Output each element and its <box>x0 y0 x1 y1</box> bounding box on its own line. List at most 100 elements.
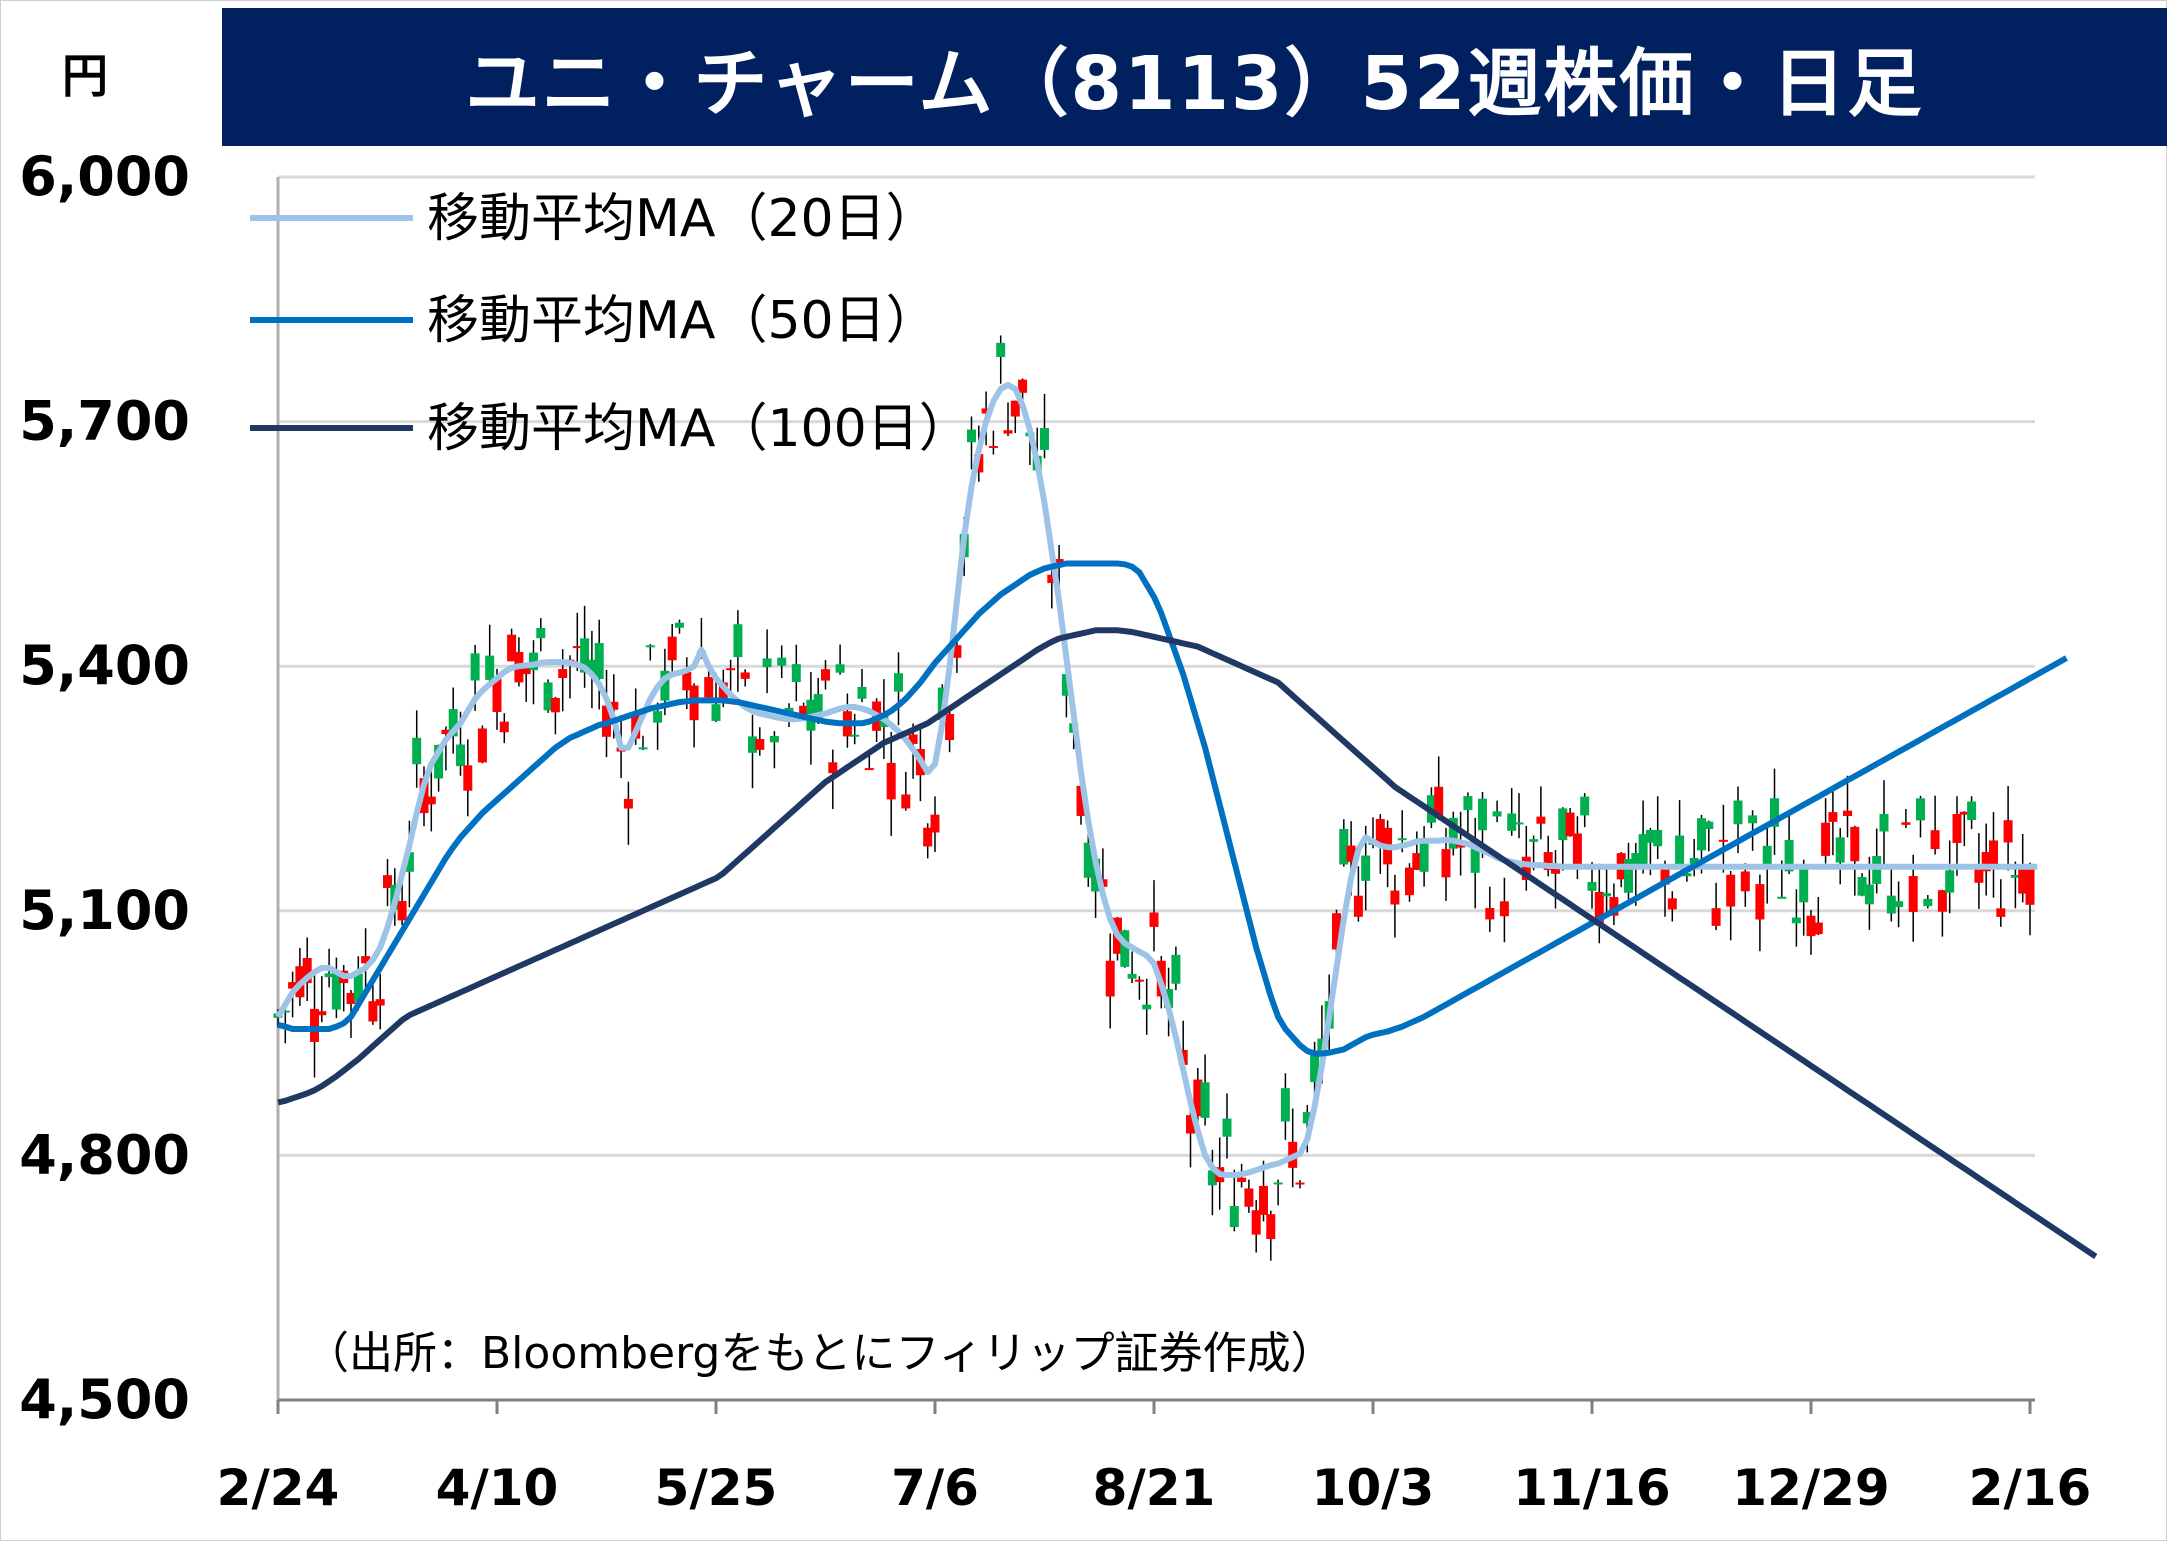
candle-down <box>1806 915 1816 937</box>
candle-up <box>1302 1112 1312 1124</box>
axis-layer: 6,000 5,700 5,400 5,100 4,800 4,500 2/24 4/10 5/… <box>19 145 2091 1517</box>
y-tick-label: 4,800 <box>19 1123 190 1186</box>
candle-down <box>1543 851 1553 870</box>
candle-up <box>791 664 801 682</box>
candle-down <box>1353 895 1363 917</box>
candle-down <box>368 1001 378 1022</box>
candle-up <box>1857 876 1867 896</box>
candle-down <box>1390 890 1400 905</box>
candle-down <box>477 728 487 763</box>
candle-down <box>1134 979 1144 982</box>
candle-down <box>886 762 896 800</box>
candle-up <box>1631 853 1641 870</box>
candle-down <box>1937 890 1947 912</box>
moving-average-layer <box>275 381 2098 1259</box>
x-tick-label: 12/29 <box>1732 1459 1889 1517</box>
candle-up <box>1507 813 1517 831</box>
candle-up <box>1894 901 1904 908</box>
candle-down <box>667 636 677 661</box>
candle-down <box>1959 811 1969 815</box>
candle-down <box>609 701 619 710</box>
candle-up <box>1120 930 1130 967</box>
candle-down <box>1551 867 1560 874</box>
candle-down <box>1441 849 1451 878</box>
source-note: （出所：Bloombergをもとにフィリップ証券作成） <box>305 1328 1335 1379</box>
candle-down <box>828 762 838 774</box>
candle-up <box>1280 1088 1290 1122</box>
candle-down <box>952 645 962 658</box>
candle-down <box>1244 1188 1254 1207</box>
candle-up <box>1762 845 1772 870</box>
candle-down <box>1434 786 1444 818</box>
candle-down <box>1332 913 1341 950</box>
x-tick-label: 2/16 <box>1969 1459 2092 1517</box>
x-tick-label: 7/6 <box>891 1459 979 1517</box>
candle-down <box>1609 897 1619 916</box>
candle-up <box>1624 859 1633 893</box>
candle-down <box>463 765 473 791</box>
x-tick-label: 11/16 <box>1513 1459 1670 1517</box>
candle-up <box>1835 837 1845 863</box>
candle-down <box>930 814 940 833</box>
candle-down <box>521 667 531 675</box>
candle-up <box>1886 895 1896 914</box>
y-tick-label: 5,700 <box>19 390 190 453</box>
candle-up <box>587 659 597 675</box>
candle-down <box>1375 818 1385 844</box>
candle-down <box>1572 833 1582 869</box>
candle-up <box>1171 954 1181 984</box>
candle-up <box>733 624 743 658</box>
y-tick-label: 4,500 <box>19 1368 190 1431</box>
candle-up <box>1645 829 1655 843</box>
candle-down <box>1901 822 1911 825</box>
candle-up <box>485 655 495 680</box>
legend-label: 移動平均MA（20日） <box>427 189 938 249</box>
candle-up <box>748 736 757 753</box>
candle-up <box>1799 868 1809 903</box>
candle-down <box>1047 574 1057 584</box>
candle-down <box>288 982 298 989</box>
candle-down <box>1974 865 1984 883</box>
candle-down <box>1755 884 1765 920</box>
candle-up <box>1638 834 1648 870</box>
candle-down <box>1237 1177 1247 1183</box>
candle-down <box>558 669 568 679</box>
x-tick-label: 4/10 <box>436 1459 559 1517</box>
legend-label: 移動平均MA（100日） <box>427 399 971 459</box>
candle-up <box>1529 839 1539 842</box>
candle-up <box>1682 873 1692 877</box>
candle-down <box>1667 898 1677 910</box>
candle-up <box>762 658 772 668</box>
candle-down <box>821 669 830 681</box>
candle-down <box>901 794 911 809</box>
candle-down <box>864 768 874 771</box>
candle-down <box>426 796 436 805</box>
legend: 移動平均MA（20日） 移動平均MA（50日） 移動平均MA（100日） <box>250 189 971 459</box>
candle-down <box>1251 1210 1261 1235</box>
candle-up <box>1653 829 1663 847</box>
candle-up <box>1879 813 1889 832</box>
candle-down <box>1412 853 1422 870</box>
candle-up <box>660 670 670 701</box>
candle-down <box>375 999 385 1006</box>
candle-down <box>740 672 750 679</box>
candle-up <box>1587 882 1597 891</box>
candle-up <box>1397 838 1407 841</box>
candle-up <box>645 645 655 648</box>
candle-up <box>1784 839 1794 872</box>
y-tick-label: 6,000 <box>19 145 190 208</box>
candle-down <box>623 798 633 809</box>
candle-down <box>1930 830 1940 850</box>
candle-up <box>1916 798 1925 821</box>
candle-up <box>434 744 444 779</box>
candle-up <box>1478 798 1487 831</box>
candle-up <box>1040 428 1049 450</box>
candle-up <box>331 973 341 1010</box>
candle-up <box>1222 1118 1232 1137</box>
candle-down <box>2018 866 2028 894</box>
candle-up <box>857 686 867 699</box>
candle-up <box>529 652 538 671</box>
grid-layer <box>278 175 2035 1157</box>
candle-down <box>1660 864 1670 885</box>
